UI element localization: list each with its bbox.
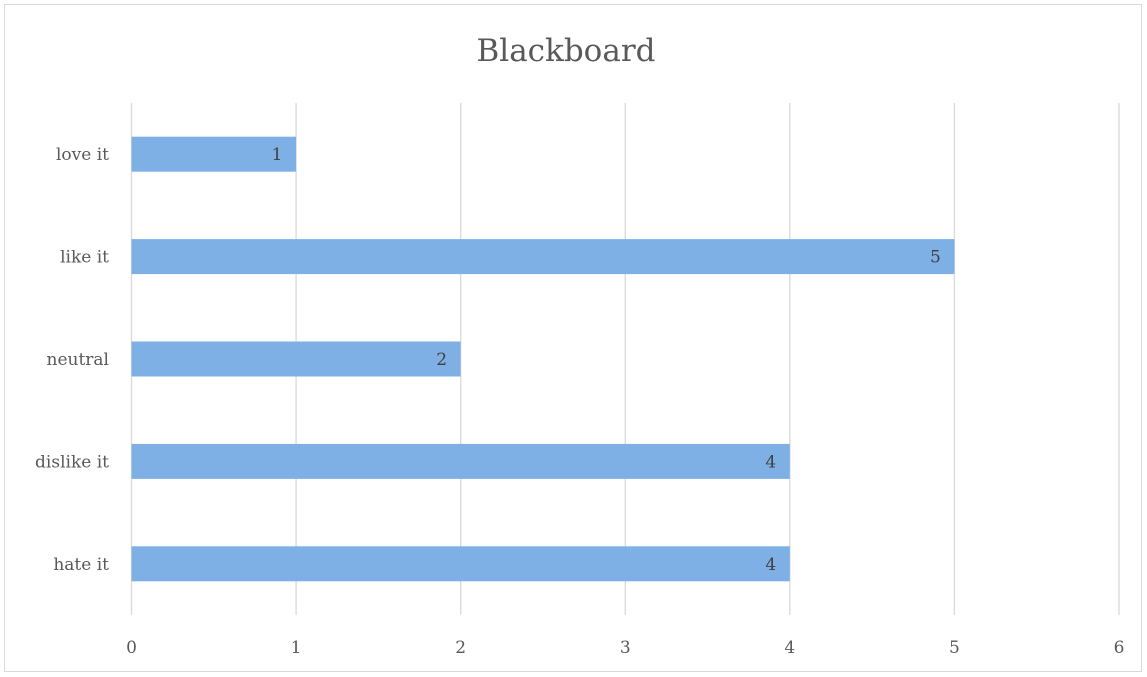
x-tick-label: 0 [126, 638, 137, 658]
bar-neutral [131, 341, 461, 377]
category-label: dislike it [35, 452, 109, 472]
x-tick-label: 4 [784, 638, 795, 658]
data-label: 1 [272, 145, 283, 165]
data-label: 2 [436, 350, 447, 370]
x-tick-label: 3 [620, 638, 631, 658]
x-tick-label: 6 [1114, 638, 1125, 658]
x-tick-label: 1 [291, 638, 302, 658]
chart-title: Blackboard [477, 33, 656, 69]
bar-like-it [131, 239, 955, 275]
x-tick-label: 2 [455, 638, 466, 658]
x-tick-label: 5 [949, 638, 960, 658]
bar-hate-it [131, 546, 790, 582]
category-label: love it [56, 145, 109, 165]
category-labels: love it like it neutral dislike it hate it [35, 145, 109, 575]
data-label: 5 [930, 248, 941, 268]
data-label: 4 [765, 452, 776, 472]
category-label: like it [60, 248, 109, 268]
bars [131, 136, 955, 582]
data-labels: 1 5 2 4 4 [272, 145, 941, 575]
category-label: neutral [47, 350, 110, 370]
category-label: hate it [53, 555, 109, 575]
bar-love-it [131, 136, 297, 172]
x-axis-tick-labels: 0 1 2 3 4 5 6 [126, 638, 1124, 658]
gridlines [130, 103, 1120, 615]
bar-dislike-it [131, 443, 790, 479]
data-label: 4 [765, 555, 776, 575]
